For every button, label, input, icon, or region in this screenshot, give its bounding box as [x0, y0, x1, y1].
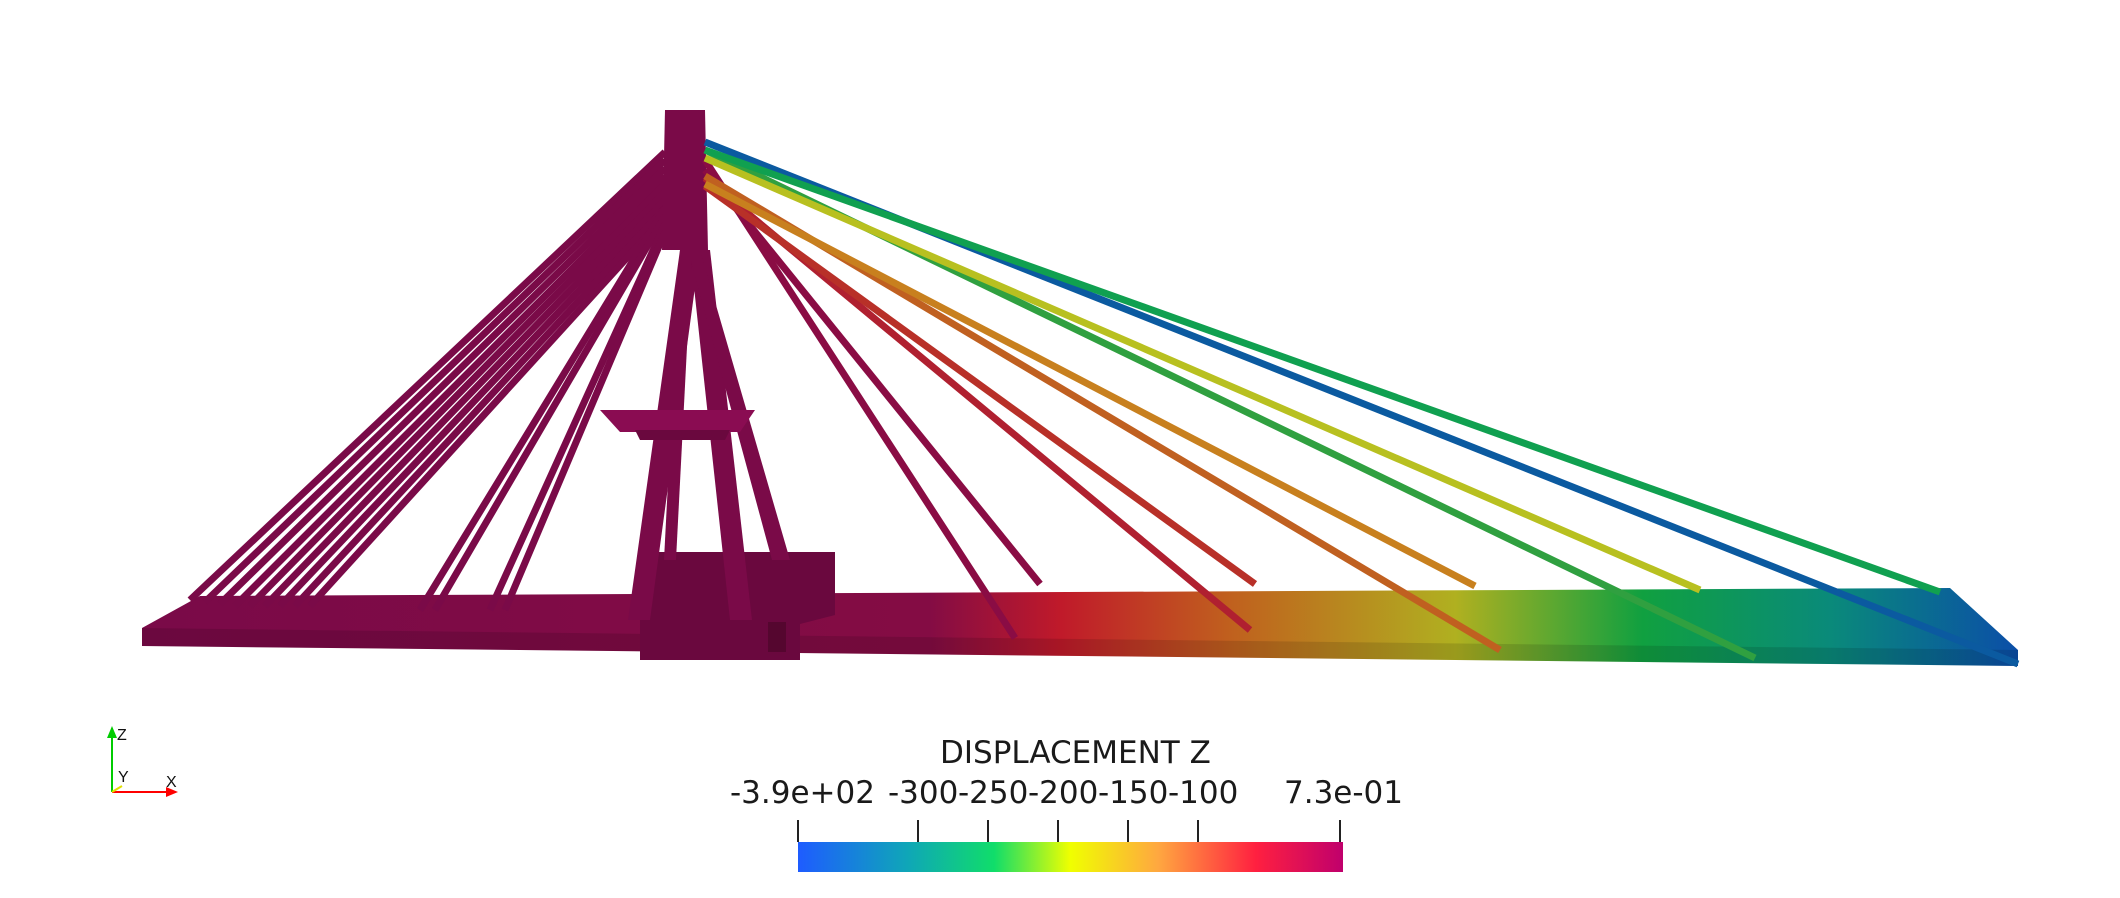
bridge-deck: [142, 552, 2018, 666]
pylon: [600, 110, 790, 620]
legend-tick-label: -200: [1028, 775, 1099, 811]
y-axis-label: Y: [118, 769, 129, 786]
legend-min-label: -3.9e+02: [730, 775, 875, 811]
legend-tick-label: -250: [958, 775, 1029, 811]
legend-tick-label: -300: [888, 775, 959, 811]
legend-tick-label: -150: [1098, 775, 1169, 811]
colorbar: [798, 842, 1343, 872]
back-span-cables: [187, 149, 669, 612]
z-axis-label: Z: [117, 727, 127, 744]
main-span-cables: [702, 138, 2020, 668]
colorbar-ticks: [797, 820, 1341, 842]
legend-tick-label: -100: [1168, 775, 1239, 811]
legend-title: DISPLACEMENT Z: [940, 735, 1211, 771]
x-axis-label: X: [166, 774, 177, 791]
orientation-axes: Z Y X: [107, 726, 178, 797]
legend-max-label: 7.3e-01: [1284, 775, 1404, 811]
